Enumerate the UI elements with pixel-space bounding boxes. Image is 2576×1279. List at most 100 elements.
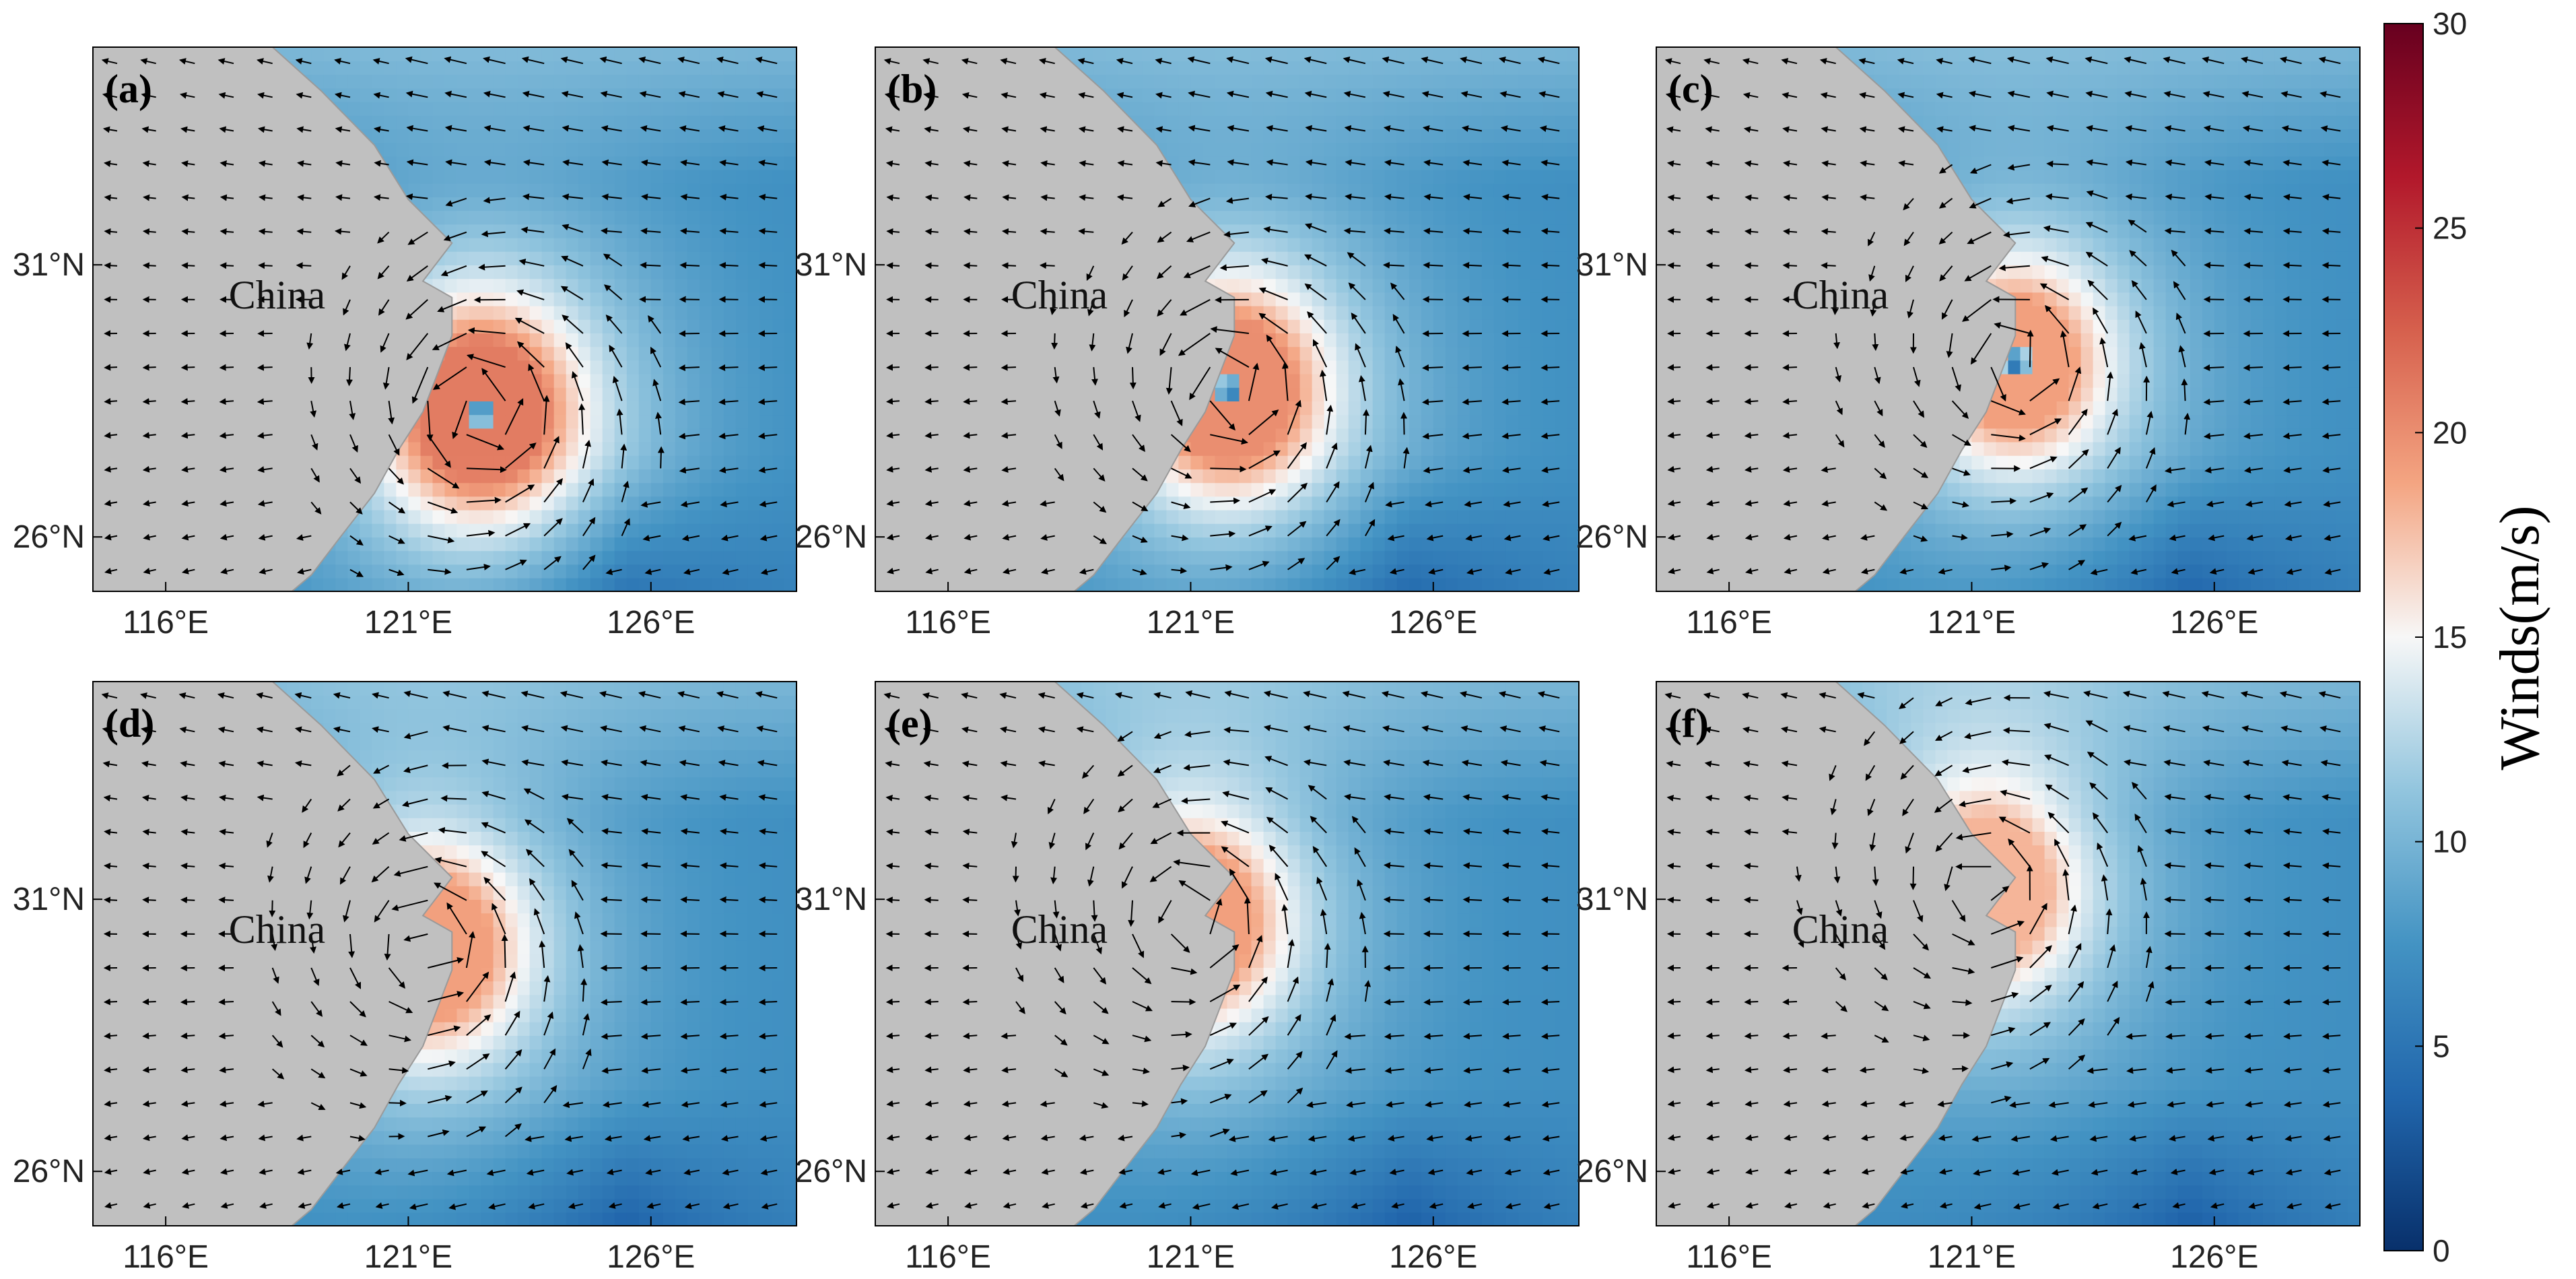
wind-speed-cell bbox=[1202, 74, 1216, 89]
wind-speed-cell bbox=[566, 319, 579, 333]
wind-speed-cell bbox=[432, 387, 446, 401]
wind-speed-cell bbox=[1227, 523, 1240, 537]
wind-speed-cell bbox=[578, 237, 591, 252]
wind-speed-cell bbox=[1154, 537, 1167, 552]
wind-arrow bbox=[560, 286, 584, 300]
wind-speed-cell bbox=[687, 414, 700, 429]
wind-speed-cell bbox=[1567, 169, 1579, 184]
wind-speed-cell bbox=[553, 169, 567, 184]
wind-speed-cell bbox=[1421, 333, 1434, 348]
wind-speed-cell bbox=[772, 482, 785, 497]
wind-speed-cell bbox=[505, 115, 518, 129]
wind-speed-cell bbox=[1239, 88, 1252, 102]
wind-speed-cell bbox=[1555, 469, 1567, 484]
wind-speed-cell bbox=[687, 278, 700, 293]
wind-speed-cell bbox=[432, 61, 446, 75]
wind-speed-cell bbox=[590, 333, 603, 348]
wind-speed-cell bbox=[456, 469, 470, 484]
wind-speed-cell bbox=[638, 373, 652, 388]
wind-speed-cell bbox=[493, 142, 506, 157]
wind-speed-cell bbox=[1142, 523, 1155, 537]
wind-speed-cell bbox=[1433, 469, 1446, 484]
wind-arrow bbox=[310, 501, 322, 515]
wind-speed-cell bbox=[1312, 482, 1325, 497]
wind-speed-cell bbox=[323, 564, 337, 579]
wind-speed-cell bbox=[1348, 441, 1361, 456]
wind-speed-cell bbox=[372, 577, 385, 591]
wind-speed-cell bbox=[784, 496, 796, 511]
wind-speed-cell bbox=[1324, 237, 1337, 252]
wind-speed-cell bbox=[1567, 183, 1579, 197]
wind-speed-cell bbox=[1409, 210, 1422, 225]
wind-speed-cell bbox=[517, 169, 531, 184]
wind-speed-cell bbox=[432, 482, 446, 497]
wind-speed-cell bbox=[1481, 509, 1495, 524]
wind-speed-cell bbox=[772, 156, 785, 170]
wind-speed-cell bbox=[747, 469, 761, 484]
wind-speed-cell bbox=[553, 455, 567, 469]
wind-speed-cell bbox=[650, 278, 664, 293]
wind-speed-cell bbox=[1396, 373, 1410, 388]
wind-speed-cell bbox=[469, 251, 482, 265]
wind-speed-cell bbox=[1324, 346, 1337, 361]
wind-speed-cell bbox=[1409, 428, 1422, 442]
wind-speed-cell bbox=[1227, 210, 1240, 225]
wind-speed-cell bbox=[1409, 197, 1422, 211]
wind-speed-cell bbox=[1130, 88, 1143, 102]
wind-speed-cell bbox=[1421, 346, 1434, 361]
wind-speed-cell bbox=[590, 292, 603, 306]
wind-speed-cell bbox=[1555, 169, 1567, 184]
wind-speed-cell bbox=[396, 496, 409, 511]
wind-speed-cell bbox=[747, 210, 761, 225]
wind-speed-cell bbox=[541, 455, 555, 469]
wind-speed-cell bbox=[699, 496, 712, 511]
wind-speed-cell bbox=[699, 387, 712, 401]
wind-speed-cell bbox=[1348, 61, 1361, 75]
wind-speed-cell bbox=[1530, 360, 1543, 374]
wind-speed-cell bbox=[614, 537, 628, 552]
wind-speed-cell bbox=[1372, 265, 1386, 280]
wind-speed-cell bbox=[638, 360, 652, 374]
wind-arrow bbox=[257, 398, 273, 405]
wind-speed-cell bbox=[650, 387, 664, 401]
wind-speed-cell bbox=[735, 373, 749, 388]
wind-speed-cell bbox=[529, 210, 543, 225]
wind-speed-cell bbox=[432, 142, 446, 157]
wind-speed-cell bbox=[699, 101, 712, 116]
wind-speed-cell bbox=[735, 523, 749, 537]
wind-speed-cell bbox=[735, 169, 749, 184]
wind-speed-cell bbox=[1348, 237, 1361, 252]
wind-speed-cell bbox=[541, 509, 555, 524]
wind-speed-cell bbox=[1118, 74, 1131, 89]
wind-speed-cell bbox=[541, 577, 555, 591]
wind-speed-cell bbox=[1348, 523, 1361, 537]
wind-speed-cell bbox=[590, 237, 603, 252]
wind-speed-cell bbox=[1239, 414, 1252, 429]
wind-speed-cell bbox=[590, 142, 603, 157]
wind-speed-cell bbox=[1433, 47, 1446, 61]
wind-speed-cell bbox=[553, 360, 567, 374]
wind-speed-cell bbox=[663, 387, 676, 401]
wind-speed-cell bbox=[1190, 428, 1204, 442]
wind-speed-cell bbox=[396, 156, 409, 170]
wind-speed-cell bbox=[517, 115, 531, 129]
wind-speed-cell bbox=[1275, 237, 1289, 252]
wind-speed-cell bbox=[687, 305, 700, 320]
wind-speed-cell bbox=[1433, 414, 1446, 429]
wind-speed-cell bbox=[747, 387, 761, 401]
wind-speed-cell bbox=[638, 509, 652, 524]
wind-speed-cell bbox=[1421, 115, 1434, 129]
wind-speed-cell bbox=[1530, 401, 1543, 416]
wind-speed-cell bbox=[456, 455, 470, 469]
wind-speed-cell bbox=[614, 428, 628, 442]
wind-speed-cell bbox=[747, 373, 761, 388]
wind-speed-cell bbox=[1372, 455, 1386, 469]
wind-speed-cell bbox=[541, 74, 555, 89]
wind-speed-cell bbox=[1142, 74, 1155, 89]
wind-speed-cell bbox=[1360, 197, 1374, 211]
wind-speed-cell bbox=[784, 129, 796, 143]
wind-speed-cell bbox=[1202, 577, 1216, 591]
wind-speed-cell bbox=[1299, 455, 1313, 469]
wind-speed-cell bbox=[1481, 129, 1495, 143]
wind-speed-cell bbox=[1384, 373, 1398, 388]
